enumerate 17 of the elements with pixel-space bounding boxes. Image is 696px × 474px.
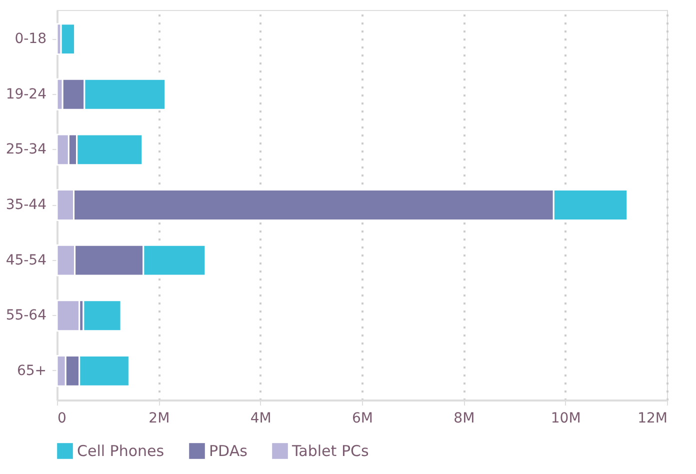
y-tick-label: 45-54 xyxy=(6,252,47,268)
x-tick-label: 6M xyxy=(352,410,373,426)
x-tick-label: 2M xyxy=(148,410,170,426)
y-tick-label: 65+ xyxy=(16,362,46,379)
y-tick-label: 55-64 xyxy=(6,308,47,324)
x-tick-label: 8M xyxy=(454,410,475,426)
x-tick-label: 10M xyxy=(550,410,581,426)
y-tick-label: 0-18 xyxy=(14,31,46,48)
x-tick-label: 0 xyxy=(58,410,66,426)
y-tick-label: 25-34 xyxy=(6,142,47,158)
y-tick-label: 35-44 xyxy=(6,197,47,213)
x-tick-label: 4M xyxy=(250,410,272,426)
legend-label: PDAs xyxy=(209,442,248,460)
x-tick-label: 12M xyxy=(638,410,668,426)
legend-label: Cell Phones xyxy=(77,442,164,460)
legend-label: Tablet PCs xyxy=(291,442,369,460)
y-tick-label: 19-24 xyxy=(6,86,47,102)
